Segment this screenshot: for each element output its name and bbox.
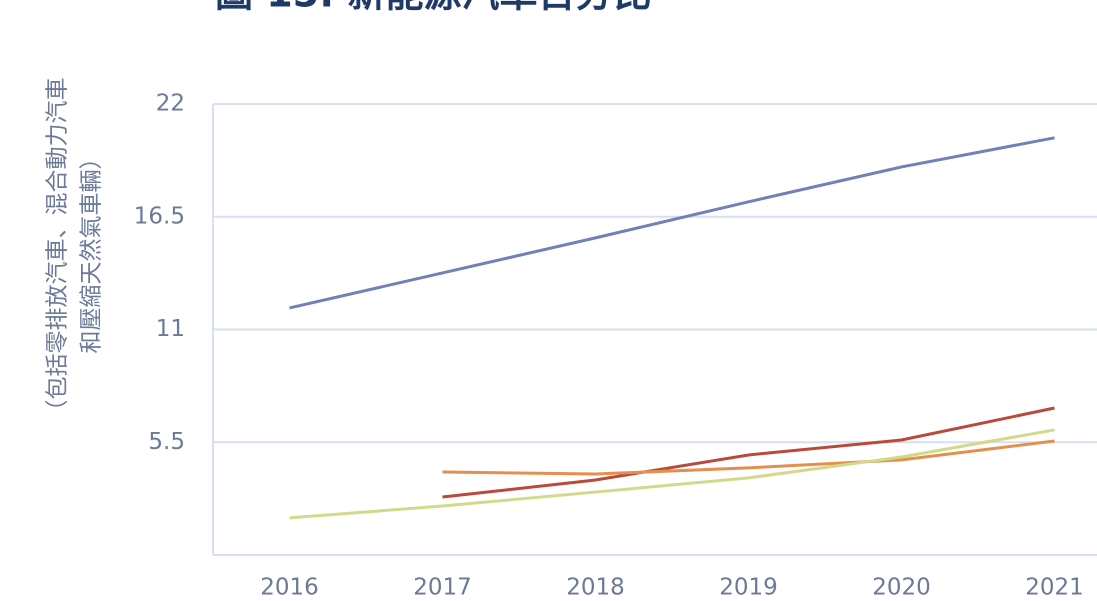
x-tick-label: 2019 [719, 575, 778, 601]
y-axis-label: （包括零排放汽車、混合動力汽車 [45, 78, 71, 423]
chart-title: 圖 15: 新能源汽車百分比 [215, 0, 652, 16]
x-tick-label: 2017 [413, 575, 472, 601]
x-tick-label: 2021 [1025, 575, 1084, 601]
y-tick-label: 5.5 [148, 429, 185, 455]
y-tick-label: 22 [156, 91, 185, 117]
series-line [289, 428, 1055, 520]
series-line [289, 136, 1055, 310]
series-line [442, 439, 1055, 476]
series-line [442, 406, 1055, 499]
x-tick-label: 2016 [260, 575, 319, 601]
y-tick-label: 11 [156, 316, 185, 342]
y-axis-label: 和壓縮天然氣車輛） [79, 147, 105, 354]
x-tick-label: 2020 [872, 575, 931, 601]
x-tick-label: 2018 [566, 575, 625, 601]
y-tick-label: 16.5 [134, 203, 185, 229]
